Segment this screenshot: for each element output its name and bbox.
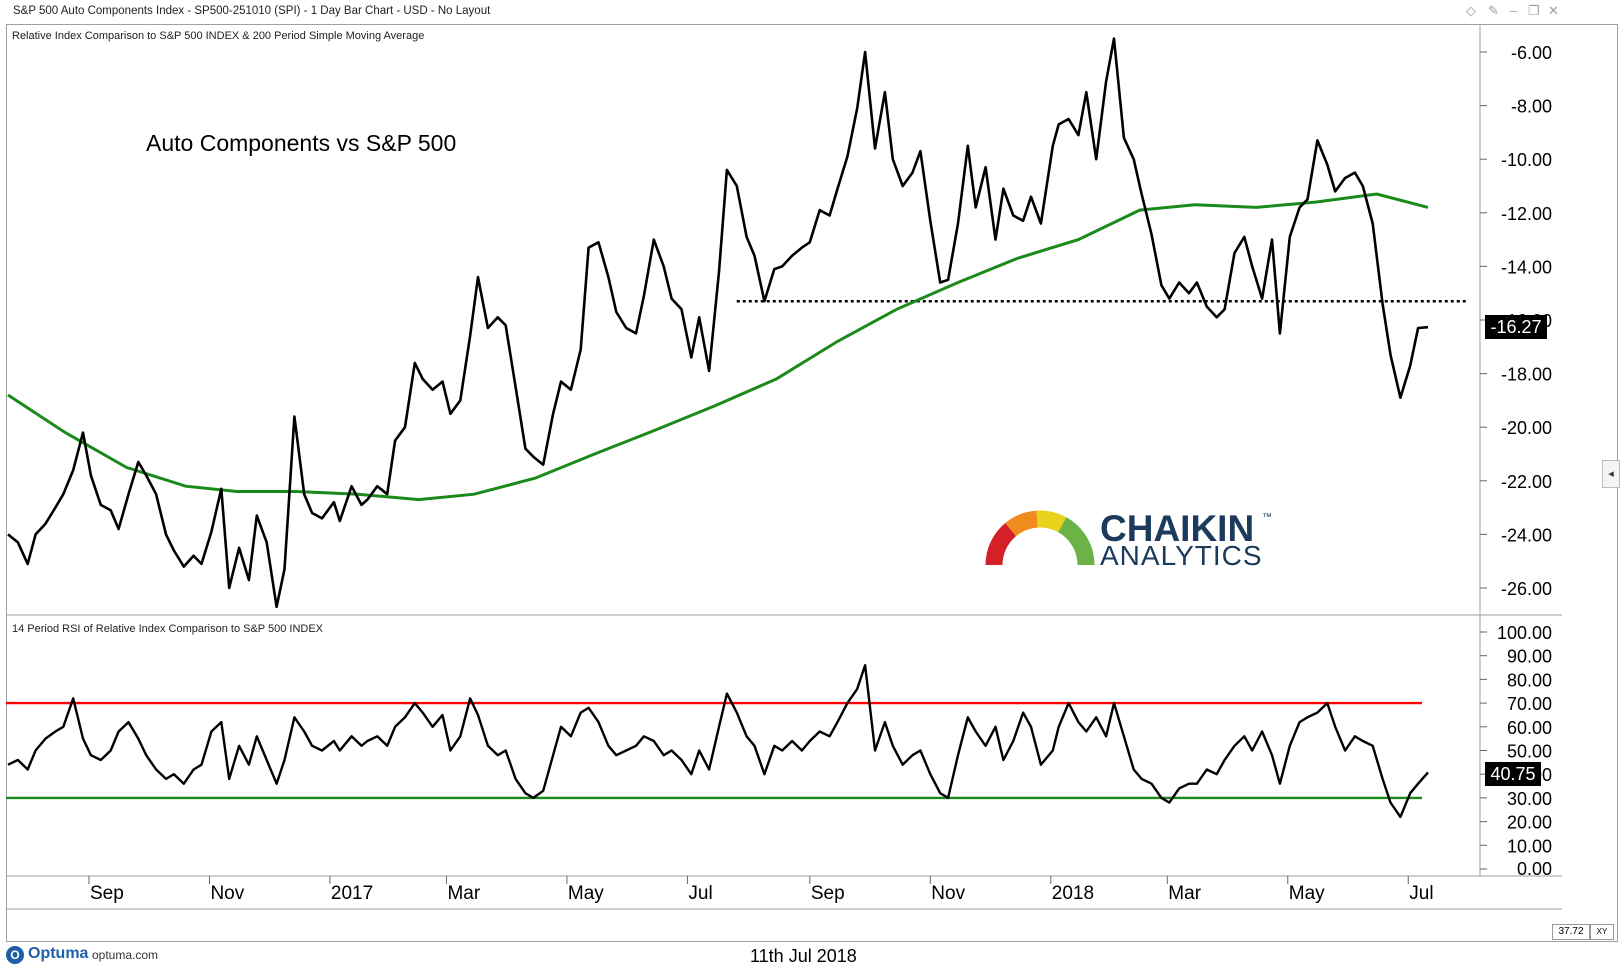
y-tick-label: -10.00 [1501,150,1552,170]
bottom-y-axis: 0.0010.0020.0030.0040.0050.0060.0070.008… [1480,623,1552,879]
footer: O Optuma optuma.com 11th Jul 2018 [0,942,1620,972]
y-tick-label: 90.00 [1507,647,1552,667]
y-tick-label: -6.00 [1511,43,1552,63]
y-tick-label: 50.00 [1507,742,1552,762]
x-tick-label: Nov [210,883,244,904]
x-tick-label: Jul [1409,883,1433,904]
y-tick-label: -20.00 [1501,418,1552,438]
x-tick-label: 2018 [1052,883,1094,904]
optuma-logo-icon: O [6,946,24,964]
chart-canvas[interactable]: Relative Index Comparison to S&P 500 IND… [0,0,1620,942]
x-tick-label: Jul [688,883,712,904]
y-tick-label: 60.00 [1507,718,1552,738]
footer-url[interactable]: optuma.com [92,948,159,962]
x-tick-label: May [1289,883,1325,904]
x-tick-label: Sep [811,883,845,904]
x-tick-label: Sep [90,883,124,904]
y-tick-label: 70.00 [1507,694,1552,714]
window-title: S&P 500 Auto Components Index - SP500-25… [13,5,491,17]
rsi-badge-text: 40.75 [1490,764,1535,784]
chart-overlays [6,300,1466,800]
y-tick-label: -8.00 [1511,97,1552,117]
logo-arc-orange [1005,510,1039,537]
rsi-line [7,664,1429,819]
y-tick-label: 0.00 [1517,859,1552,879]
close-icon[interactable]: ✕ [1548,3,1559,18]
price-badge: -16.27 [1485,315,1547,339]
pin-icon[interactable]: ✎ [1488,3,1499,18]
y-tick-label: 10.00 [1507,836,1552,856]
y-tick-label: -22.00 [1501,472,1552,492]
x-axis: Sep Nov 2017 Mar May Jul Sep Nov 2018 Mar May Jul [88,876,1434,904]
relative-index-line [7,37,1429,609]
logo-line2: ANALYTICS [1100,540,1263,571]
collapse-arrow-icon[interactable]: ◂ [1602,460,1620,488]
logo-arc-yellow [1036,510,1067,533]
logo-tm: ™ [1262,512,1272,523]
x-tick-label: 2017 [331,883,373,904]
minimize-icon[interactable]: – [1510,3,1518,18]
x-tick-label: Mar [447,883,480,904]
rsi-badge: 40.75 [1485,762,1541,786]
bottom-panel-label: 14 Period RSI of Relative Index Comparis… [12,623,324,635]
x-tick-label: Nov [931,883,965,904]
logo-arc-green [1057,517,1095,566]
price-badge-text: -16.27 [1490,317,1541,337]
chart-annotation: Auto Components vs S&P 500 [146,130,456,156]
y-tick-label: 20.00 [1507,813,1552,833]
y-tick-label: 30.00 [1507,789,1552,809]
xy-toggle[interactable]: XY [1590,924,1614,940]
restore-icon[interactable]: ❐ [1528,3,1540,18]
logo-line1: CHAIKIN [1100,508,1254,549]
y-tick-label: -18.00 [1501,365,1552,385]
y-tick-label: -26.00 [1501,579,1552,599]
y-tick-label: -14.00 [1501,257,1552,277]
y-tick-label: 80.00 [1507,670,1552,690]
chaikin-logo: CHAIKIN ™ ANALYTICS [985,508,1272,571]
y-tick-label: -12.00 [1501,204,1552,224]
chart-series [7,37,1429,819]
sma-line [7,192,1429,502]
x-tick-label: Mar [1168,883,1201,904]
zoom-value[interactable]: 37.72 [1552,924,1590,940]
diamond-icon[interactable]: ◇ [1466,3,1476,18]
x-tick-label: May [568,883,604,904]
top-panel-label: Relative Index Comparison to S&P 500 IND… [12,30,424,42]
y-tick-label: -24.00 [1501,525,1552,545]
y-tick-label: 100.00 [1497,623,1552,643]
title-bar: S&P 500 Auto Components Index - SP500-25… [0,0,1620,24]
footer-date: 11th Jul 2018 [750,946,857,966]
logo-arc-red [985,523,1017,566]
footer-brand: Optuma [28,945,89,962]
